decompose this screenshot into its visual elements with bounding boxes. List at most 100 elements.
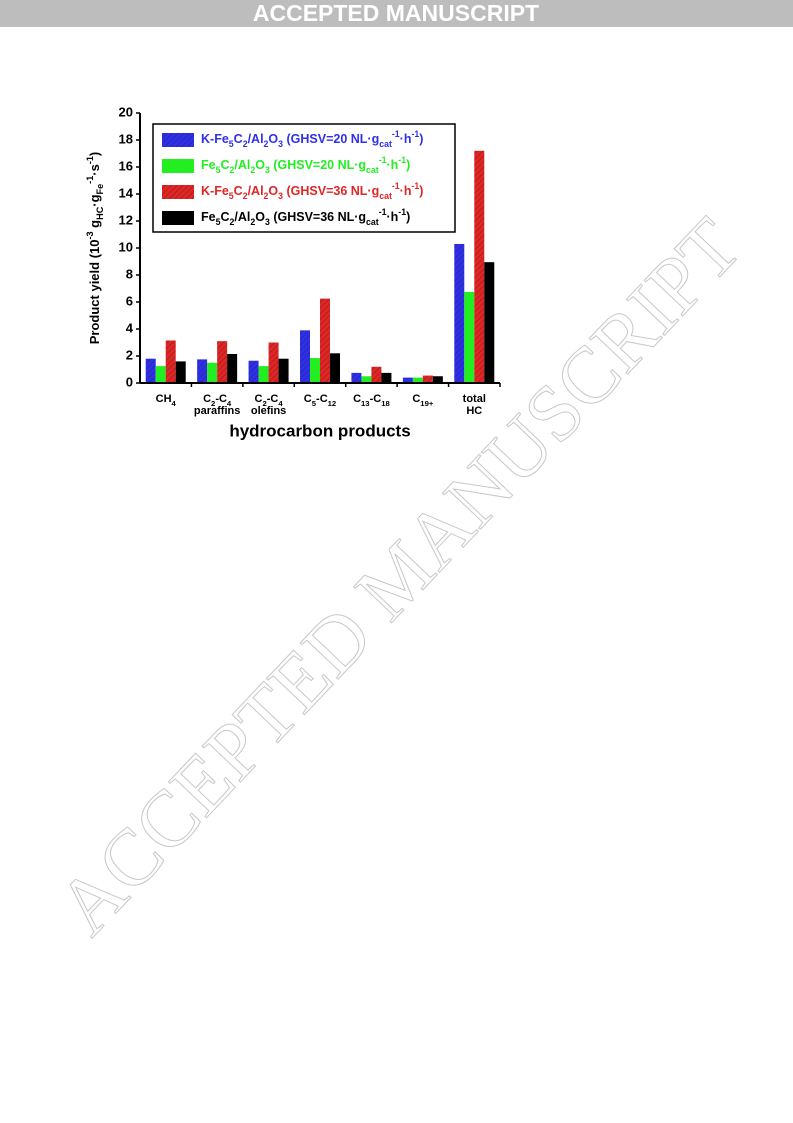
subscript: 3 xyxy=(265,217,270,227)
superscript: -1 xyxy=(85,176,95,184)
bar xyxy=(402,377,413,383)
text-run: ·h xyxy=(400,184,412,198)
subscript: 4 xyxy=(172,399,177,408)
bar xyxy=(175,361,186,383)
text-run: g xyxy=(87,220,102,232)
subscript: 13 xyxy=(361,399,370,408)
superscript: -1 xyxy=(379,155,387,165)
subscript: 18 xyxy=(381,399,390,408)
bar xyxy=(381,372,392,383)
y-tick-label: 2 xyxy=(126,347,133,362)
subscript: cat xyxy=(379,191,392,201)
subscript: 5 xyxy=(216,165,221,175)
legend-swatch xyxy=(162,185,194,199)
text-run: ·s xyxy=(87,164,102,176)
x-tick-label: C2-C4 xyxy=(255,393,284,408)
bar xyxy=(278,358,289,383)
subscript: 12 xyxy=(328,399,337,408)
bar xyxy=(484,262,495,383)
bar xyxy=(258,366,269,383)
y-tick-label: 12 xyxy=(119,212,133,227)
y-tick-label: 18 xyxy=(119,131,133,146)
bar xyxy=(454,243,465,383)
subscript: 2 xyxy=(243,139,248,149)
y-tick-label: 10 xyxy=(119,239,133,254)
legend-label: K-Fe5C2/Al2O3 (GHSV=20 NL·gcat-1·h-1) xyxy=(201,129,423,149)
subscript: 2 xyxy=(250,165,255,175)
subscript: 2 xyxy=(264,139,269,149)
legend-label: K-Fe5C2/Al2O3 (GHSV=36 NL·gcat-1·h-1) xyxy=(201,181,423,201)
text-run: C xyxy=(304,393,312,405)
bar xyxy=(330,353,340,383)
x-tick-label: C2-C4 xyxy=(203,393,232,408)
superscript: -1 xyxy=(392,129,400,139)
bar xyxy=(217,341,228,383)
text-run: Fe xyxy=(201,158,216,172)
bar xyxy=(351,372,362,383)
text-run: C xyxy=(203,393,211,405)
legend-swatch xyxy=(162,133,194,147)
text-run: O xyxy=(255,210,265,224)
subscript: 5 xyxy=(229,139,234,149)
bar xyxy=(320,298,330,383)
text-run: olefins xyxy=(251,405,286,417)
subscript: 5 xyxy=(229,191,234,201)
text-run: (GHSV=20 NL·g xyxy=(283,132,379,146)
x-tick-label: paraffins xyxy=(194,405,240,417)
legend-box xyxy=(152,123,456,233)
x-tick-label: olefins xyxy=(251,405,286,417)
subscript: 4 xyxy=(278,399,283,408)
text-run: ) xyxy=(419,184,423,198)
superscript: -1 xyxy=(398,207,406,217)
bar xyxy=(371,366,382,383)
bar xyxy=(432,376,443,383)
text-run: ·h xyxy=(386,210,398,224)
subscript: 3 xyxy=(278,191,283,201)
text-run: C xyxy=(353,393,361,405)
subscript: 2 xyxy=(262,399,266,408)
legend-label: Fe5C2/Al2O3 (GHSV=20 NL·gcat-1·h-1) xyxy=(201,155,410,175)
text-run: O xyxy=(268,132,278,146)
text-run: C xyxy=(234,132,243,146)
text-run: ·h xyxy=(400,132,412,146)
bar xyxy=(207,362,218,383)
text-run: /Al xyxy=(248,132,264,146)
x-tick-label: total xyxy=(463,393,486,405)
legend-swatch xyxy=(162,159,194,173)
text-run: C xyxy=(220,210,229,224)
subscript: 2 xyxy=(243,191,248,201)
x-tick-label: CH4 xyxy=(156,393,177,408)
bar xyxy=(422,375,433,383)
text-run: C xyxy=(255,393,263,405)
bar xyxy=(300,330,310,383)
subscript: 3 xyxy=(278,139,283,149)
bar xyxy=(412,377,423,383)
subscript: 2 xyxy=(264,191,269,201)
bar xyxy=(310,358,320,383)
text-run: (GHSV=36 NL·g xyxy=(283,184,379,198)
text-run: -C xyxy=(316,393,328,405)
bar xyxy=(474,150,485,383)
bar xyxy=(145,358,156,383)
subscript: cat xyxy=(379,139,392,149)
y-tick-label: 16 xyxy=(119,158,133,173)
subscript: 2 xyxy=(250,217,255,227)
legend-swatch xyxy=(162,211,194,225)
bar xyxy=(197,359,208,383)
text-run: C xyxy=(412,393,420,405)
text-run: -C xyxy=(215,393,227,405)
superscript: -1 xyxy=(411,129,419,139)
y-tick-label: 4 xyxy=(126,320,134,335)
y-axis-label: Product yield (10-3 gHC·gFe-1·s-1) xyxy=(85,152,105,345)
superscript: -1 xyxy=(85,156,95,164)
text-run: CH xyxy=(156,393,172,405)
text-run: -C xyxy=(370,393,382,405)
subscript: HC xyxy=(95,206,105,220)
bar xyxy=(155,366,166,383)
subscript: Fe xyxy=(95,184,105,195)
y-tick-label: 6 xyxy=(126,293,133,308)
superscript: -1 xyxy=(392,181,400,191)
text-run: -C xyxy=(267,393,279,405)
text-run: /Al xyxy=(248,184,264,198)
text-run: Product yield (10 xyxy=(87,240,102,345)
